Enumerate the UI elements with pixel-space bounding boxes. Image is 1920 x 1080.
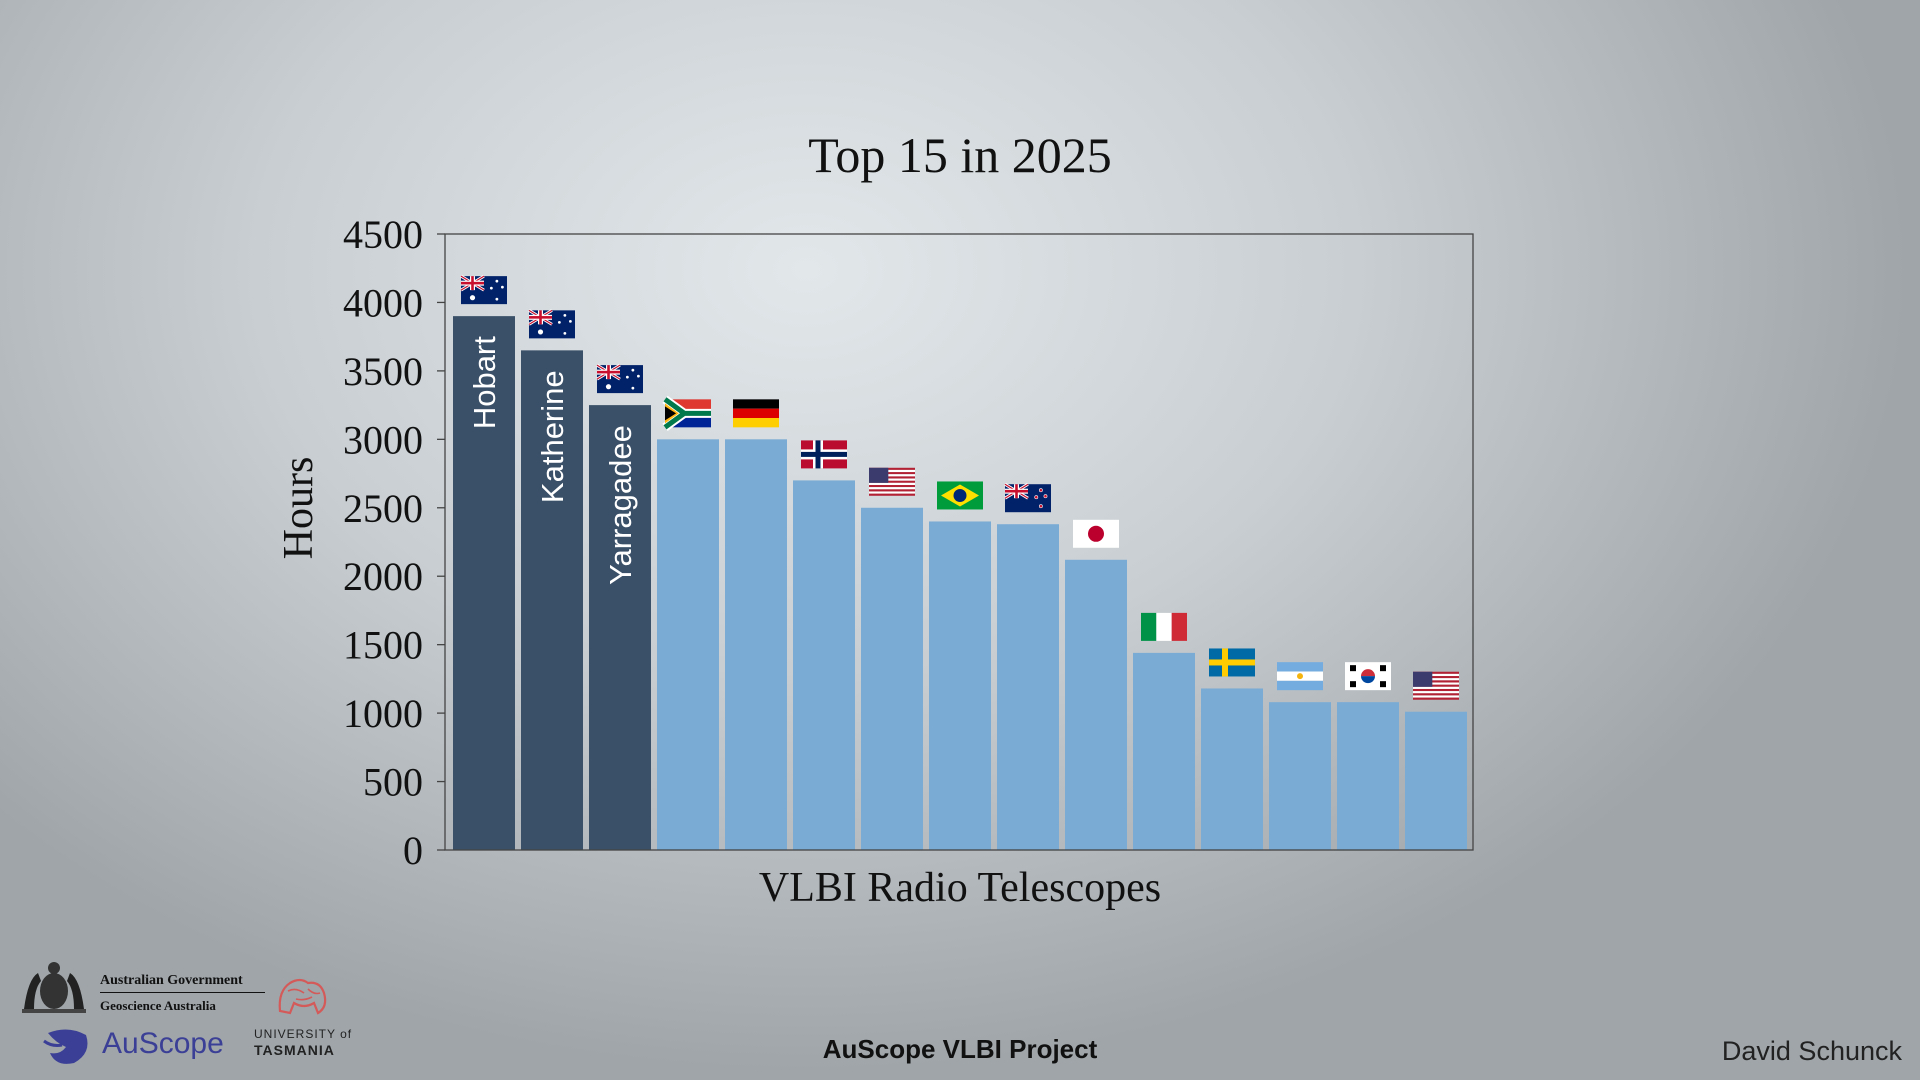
utas-line2: TASMANIA (254, 1042, 335, 1058)
bars (453, 316, 1467, 851)
bar (929, 521, 991, 850)
footer-author: David Schunck (1721, 1036, 1902, 1066)
australia-flag-icon (528, 309, 575, 339)
bar (861, 507, 923, 850)
y-tick-label: 500 (363, 760, 423, 805)
germany-flag-icon (733, 399, 779, 428)
new-zealand-flag-icon (1004, 482, 1051, 513)
coat-of-arms-icon (22, 962, 86, 1013)
australia-flag-icon (460, 274, 507, 305)
bar (1269, 702, 1331, 850)
footer-project-title: AuScope VLBI Project (822, 1034, 1098, 1064)
bar (1201, 688, 1263, 850)
bar (657, 439, 719, 850)
south-korea-flag-icon (1345, 662, 1391, 691)
y-tick-label: 3500 (343, 349, 423, 394)
bar (793, 480, 855, 850)
y-axis-label: Hours (276, 457, 322, 560)
lion-icon (278, 978, 327, 1015)
bar (997, 524, 1059, 850)
y-tick-label: 3000 (343, 417, 423, 462)
auscope-wordmark: AuScope (102, 1027, 224, 1060)
usa-flag-icon (1413, 671, 1459, 700)
bar-label: Hobart (467, 336, 502, 429)
y-tick-label: 1000 (343, 691, 423, 736)
y-tick-label: 4000 (343, 280, 423, 325)
flags (460, 274, 1459, 700)
south-africa-flag-icon (662, 395, 711, 431)
bar (1065, 559, 1127, 850)
bar (725, 439, 787, 850)
bar (1405, 711, 1467, 850)
y-tick-label: 4500 (343, 212, 423, 257)
italy-flag-icon (1141, 612, 1187, 641)
y-tick-label: 1500 (343, 623, 423, 668)
y-tick-label: 2000 (343, 554, 423, 599)
sweden-flag-icon (1209, 648, 1255, 677)
bar (453, 316, 515, 851)
auscope-logo-icon (43, 1029, 88, 1064)
bar-label: Katherine (535, 370, 570, 503)
bar (1337, 702, 1399, 850)
utas-line1: UNIVERSITY of (254, 1027, 353, 1041)
usa-flag-icon (869, 467, 915, 496)
logo-area: Australian Government Geoscience Austral… (12, 955, 362, 1070)
norway-flag-icon (801, 440, 847, 469)
bar-labels: Hobart Katherine Yarragadee (467, 336, 638, 585)
brazil-flag-icon (937, 481, 983, 510)
gov-line1: Australian Government (100, 973, 243, 988)
x-axis-label: VLBI Radio Telescopes (759, 865, 1161, 911)
bar-label: Yarragadee (603, 425, 638, 585)
australia-flag-icon (596, 363, 643, 394)
bar (1133, 652, 1195, 850)
bar (589, 405, 651, 850)
y-tick-label: 2500 (343, 486, 423, 531)
japan-flag-icon (1073, 519, 1119, 548)
bar (521, 350, 583, 850)
y-axis-ticks: 0 500 1000 1500 2000 2500 3000 3500 4000 4500 (343, 212, 445, 873)
argentina-flag-icon (1277, 662, 1323, 691)
gov-line2: Geoscience Australia (100, 998, 216, 1013)
gov-divider (100, 992, 265, 993)
chart-title: Top 15 in 2025 (808, 127, 1111, 183)
y-tick-label: 0 (403, 828, 423, 873)
plot-frame (444, 233, 1474, 851)
